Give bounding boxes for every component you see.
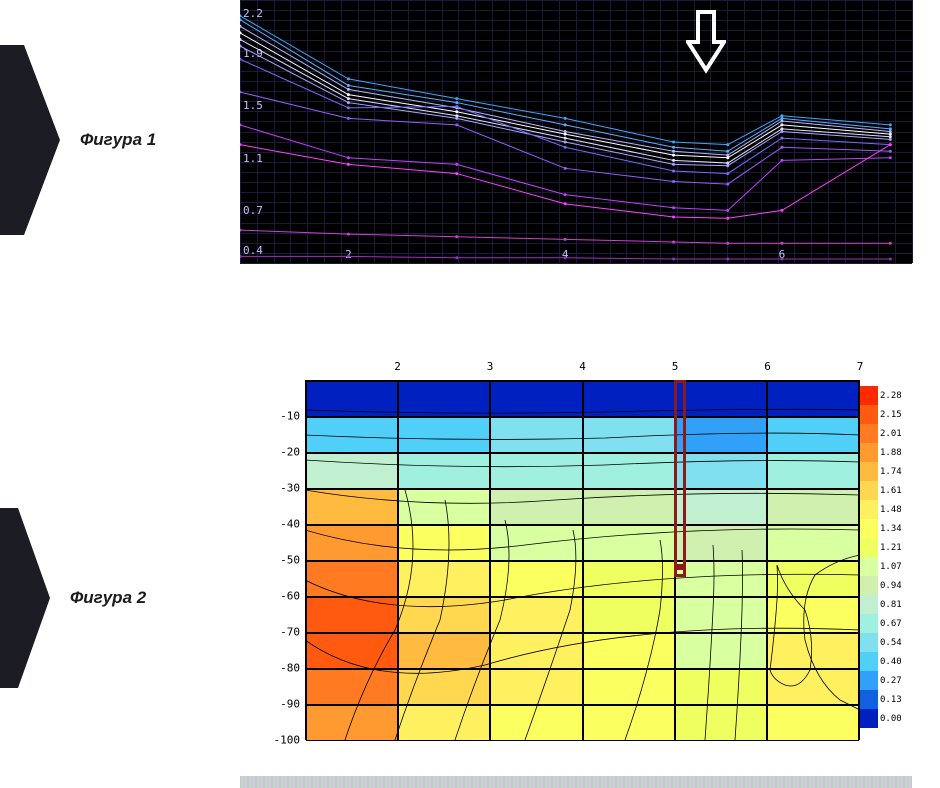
y-tick: -60: [280, 590, 300, 603]
x-tick: 7: [857, 360, 864, 373]
y-tick: -70: [280, 626, 300, 639]
y-tick: -10: [280, 410, 300, 423]
figure1-pointer: Фигура 1: [0, 45, 156, 235]
y-tick: -20: [280, 446, 300, 459]
y-tick: -30: [280, 482, 300, 495]
y-tick: -100: [274, 734, 301, 747]
y-tick: -50: [280, 554, 300, 567]
y-tick: -90: [280, 698, 300, 711]
well-marker: [674, 380, 686, 567]
figure2-pointer: Фигура 2: [0, 508, 146, 688]
noise-bar: [240, 776, 912, 788]
chevron-icon: [0, 508, 50, 688]
x-tick: 5: [672, 360, 679, 373]
color-legend: 2.282.152.011.881.741.611.481.341.211.07…: [860, 386, 912, 728]
arrow-down-icon: [686, 8, 726, 78]
x-tick: 4: [579, 360, 586, 373]
figure2-label: Фигура 2: [70, 588, 146, 608]
x-tick: 2: [394, 360, 401, 373]
line-chart: 2.21.91.51.10.70.4246: [240, 0, 912, 263]
figure1-label: Фигура 1: [80, 130, 156, 150]
contour-heatmap: 2.282.152.011.881.741.611.481.341.211.07…: [240, 358, 912, 763]
chevron-icon: [0, 45, 60, 235]
x-tick: 3: [487, 360, 494, 373]
x-tick: 6: [764, 360, 771, 373]
y-tick: -40: [280, 518, 300, 531]
y-tick: -80: [280, 662, 300, 675]
